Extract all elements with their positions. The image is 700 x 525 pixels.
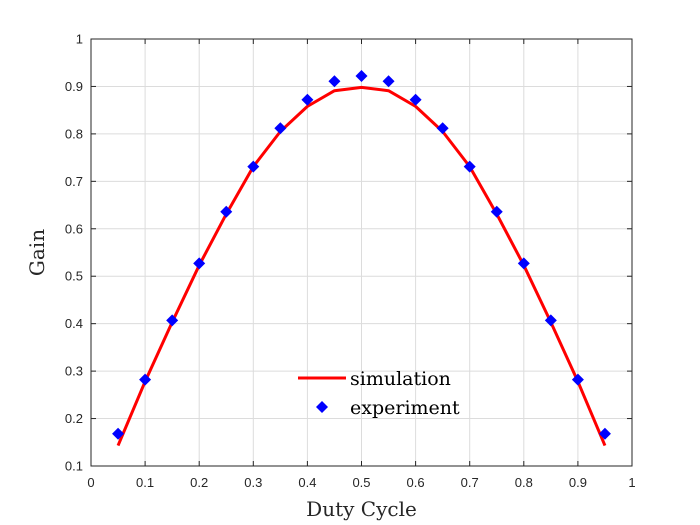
experiment-data-point	[220, 205, 233, 218]
experiment-data-point	[301, 93, 314, 106]
experiment-data-point	[193, 257, 206, 270]
x-tick-label: 0.8	[515, 475, 533, 490]
x-tick-label: 1	[628, 475, 635, 490]
experiment-data-point	[463, 160, 476, 173]
y-tick-label: 0.3	[65, 364, 83, 379]
y-tick-label: 0.4	[65, 316, 83, 331]
experiment-data-point	[517, 257, 530, 270]
y-tick-label: 0.9	[65, 79, 83, 94]
y-tick-label: 0.2	[65, 411, 83, 426]
experiment-data-point	[274, 122, 287, 135]
y-tick-label: 0.6	[65, 221, 83, 236]
experiment-data-point	[571, 373, 584, 386]
legend: simulation experiment	[298, 368, 460, 419]
experiment-data-point	[490, 205, 503, 218]
x-tick-label: 0.1	[136, 475, 154, 490]
x-tick-label: 0.9	[569, 475, 587, 490]
x-tick-label: 0	[87, 475, 94, 490]
experiment-data-point	[598, 427, 611, 440]
legend-experiment-label: experiment	[350, 397, 460, 419]
y-tick-labels: 0.1 0.2 0.3 0.4 0.5 0.6 0.7 0.8 0.9 1	[65, 32, 83, 474]
tick-marks	[90, 38, 633, 467]
y-tick-label: 0.5	[65, 269, 83, 284]
experiment-data-point	[247, 160, 260, 173]
x-tick-label: 0.5	[352, 475, 370, 490]
experiment-data-point	[544, 314, 557, 327]
experiment-data-point	[436, 122, 449, 135]
y-tick-label: 0.1	[65, 459, 83, 474]
x-tick-label: 0.3	[244, 475, 262, 490]
x-tick-label: 0.2	[190, 475, 208, 490]
y-axis-label: Gain	[25, 229, 49, 276]
x-tick-labels: 0 0.1 0.2 0.3 0.4 0.5 0.6 0.7 0.8 0.9 1	[87, 475, 635, 490]
x-tick-label: 0.4	[298, 475, 316, 490]
experiment-data-point	[166, 314, 179, 327]
y-tick-label: 0.7	[65, 174, 83, 189]
y-tick-label: 0.8	[65, 126, 83, 141]
x-axis-label: Duty Cycle	[306, 497, 417, 521]
experiment-data-point	[355, 70, 368, 83]
x-tick-label: 0.7	[461, 475, 479, 490]
experiment-data-point	[409, 93, 422, 106]
experiment-data-point	[112, 427, 125, 440]
experiment-data-point	[382, 75, 395, 88]
legend-experiment-marker	[316, 401, 328, 413]
experiment-data-point	[328, 75, 341, 88]
experiment-data-point	[139, 373, 152, 386]
series-layer	[112, 70, 611, 447]
x-tick-label: 0.6	[407, 475, 425, 490]
y-tick-label: 1	[76, 32, 83, 47]
legend-simulation-label: simulation	[350, 368, 451, 390]
